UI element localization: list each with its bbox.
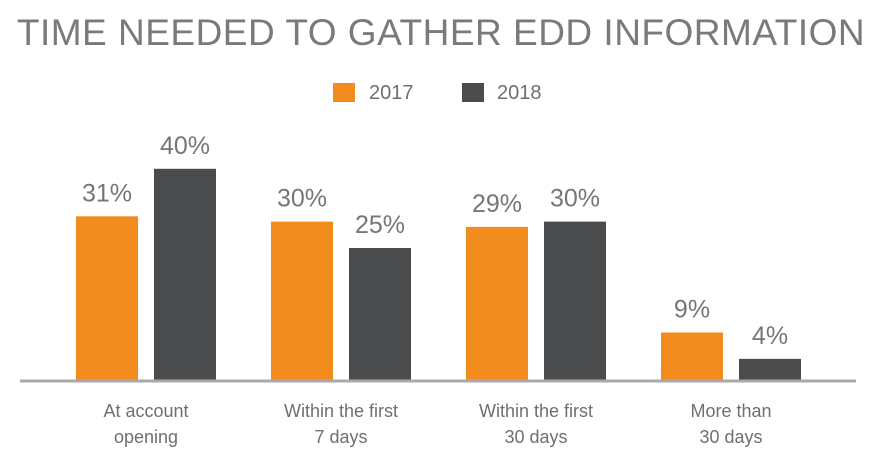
category-label-0-1: opening <box>114 427 178 447</box>
bar-2018-1 <box>349 248 411 380</box>
category-label-1-1: 7 days <box>314 427 367 447</box>
category-label-3-0: More than <box>690 401 771 421</box>
data-label-2018-2: 30% <box>550 185 600 213</box>
chart-title: TIME NEEDED TO GATHER EDD INFORMATION <box>16 12 866 53</box>
category-label-1-0: Within the first <box>284 401 398 421</box>
bar-2017-1 <box>271 221 333 380</box>
data-label-2018-3: 4% <box>752 322 788 350</box>
bar-2017-2 <box>466 226 528 380</box>
data-label-2018-1: 25% <box>355 211 405 239</box>
category-label-0-0: At account <box>103 401 188 421</box>
bar-2017-0 <box>76 216 138 380</box>
data-label-2017-0: 31% <box>82 179 132 207</box>
legend-label-2018: 2018 <box>497 82 542 104</box>
category-label-2-1: 30 days <box>504 427 567 447</box>
legend-swatch-2017 <box>333 83 355 102</box>
bar-2017-3 <box>661 332 723 380</box>
data-label-2017-2: 29% <box>472 190 522 218</box>
category-label-3-1: 30 days <box>699 427 762 447</box>
legend-swatch-2018 <box>462 83 484 102</box>
bar-2018-3 <box>739 358 801 380</box>
data-label-2017-3: 9% <box>674 295 710 323</box>
data-label-2018-0: 40% <box>160 132 210 160</box>
data-label-2017-1: 30% <box>277 185 327 213</box>
legend-label-2017: 2017 <box>369 82 414 104</box>
bar-2018-0 <box>154 168 216 380</box>
bar-2018-2 <box>544 221 606 380</box>
category-label-2-0: Within the first <box>479 401 593 421</box>
